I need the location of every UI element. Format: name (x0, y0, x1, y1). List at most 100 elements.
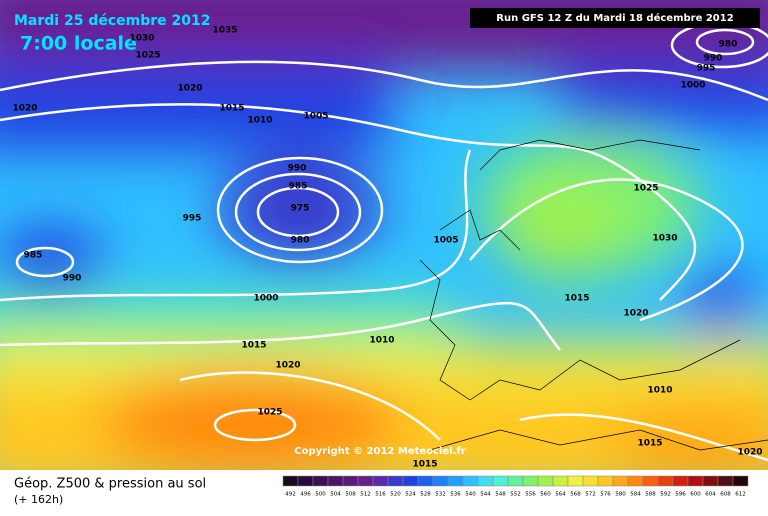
colorbar-swatch (312, 475, 329, 487)
colorbar-swatch (702, 475, 719, 487)
colorbar-label: 592 (660, 492, 671, 498)
colorbar-label: 504 (330, 492, 341, 498)
isobars (0, 21, 768, 462)
isobar-label: 1025 (257, 408, 282, 418)
copyright: Copyright © 2012 Meteociel.fr (294, 446, 465, 457)
colorbar-label: 560 (540, 492, 551, 498)
isobar-label: 980 (291, 236, 310, 246)
isobar-label: 1025 (633, 184, 658, 194)
colorbar-swatch (327, 475, 344, 487)
isobar-label: 1035 (212, 26, 237, 36)
colorbar-label: 500 (315, 492, 326, 498)
isobar-label: 980 (719, 40, 738, 50)
colorbar-label: 608 (720, 492, 731, 498)
isobar-label: 1015 (637, 439, 662, 449)
colorbar-swatch (567, 475, 584, 487)
run-box (470, 8, 760, 28)
colorbar-swatch (387, 475, 404, 487)
colorbar-swatch (462, 475, 479, 487)
colorbar-label: 496 (300, 492, 311, 498)
colorbar-swatch (537, 475, 554, 487)
colorbar-label: 568 (570, 492, 581, 498)
colorbar-label: 600 (690, 492, 701, 498)
colorbar-label: 584 (630, 492, 641, 498)
colorbar-swatch (612, 475, 629, 487)
isobar-label: 1000 (253, 294, 278, 304)
colorbar-swatch (447, 475, 464, 487)
colorbar-swatch (687, 475, 704, 487)
isobar-label: 985 (24, 251, 43, 261)
isobar-label: 975 (291, 204, 310, 214)
colorbar-label: 540 (465, 492, 476, 498)
isobar-label: 1020 (12, 104, 37, 114)
colorbar-swatch (597, 475, 614, 487)
colorbar-label: 580 (615, 492, 626, 498)
isobar-label: 1015 (219, 104, 244, 114)
colorbar-swatch (357, 475, 374, 487)
colorbar-swatch (582, 475, 599, 487)
colorbar-label: 508 (345, 492, 356, 498)
colorbar-swatch (732, 475, 749, 487)
colorbar-label: 532 (435, 492, 446, 498)
colorbar-label: 576 (600, 492, 611, 498)
colorbar-label: 548 (495, 492, 506, 498)
coastlines (419, 139, 768, 451)
isobar-label: 1030 (129, 34, 154, 44)
isobar-label: 1020 (623, 309, 648, 319)
isobar-label: 1005 (303, 112, 328, 122)
colorbar-swatch (417, 475, 434, 487)
colorbar-label: 556 (525, 492, 536, 498)
isobar-label: 1010 (247, 116, 272, 126)
isobar-label: 1015 (564, 294, 589, 304)
colorbar-label: 596 (675, 492, 686, 498)
isobar-label: 990 (288, 164, 307, 174)
isobar-label: 995 (697, 64, 716, 74)
colorbar-swatch (657, 475, 674, 487)
colorbar-swatch (432, 475, 449, 487)
isobar-label: 1020 (737, 448, 762, 458)
isobar-label: 990 (704, 54, 723, 64)
colorbar-swatch (642, 475, 659, 487)
colorbar-label: 520 (390, 492, 401, 498)
colorbar-swatch (507, 475, 524, 487)
isobar-label: 1030 (652, 234, 677, 244)
isobar-label: 1010 (369, 336, 394, 346)
colorbar-label: 516 (375, 492, 386, 498)
colorbar-label: 492 (285, 492, 296, 498)
isobar-label: 1020 (177, 84, 202, 94)
isobar-label: 985 (289, 182, 308, 192)
lead-time: (+ 162h) (14, 493, 63, 506)
colorbar-label: 524 (405, 492, 416, 498)
colorbar-swatch (627, 475, 644, 487)
colorbar-swatch (297, 475, 314, 487)
isobar-label: 1010 (647, 386, 672, 396)
colorbar-label: 572 (585, 492, 596, 498)
colorbar-swatch (522, 475, 539, 487)
colorbar-swatch (552, 475, 569, 487)
run-info: Run GFS 12 Z du Mardi 18 décembre 2012 (496, 12, 733, 24)
colorbar-swatch (492, 475, 509, 487)
isobar-label: 990 (63, 274, 82, 284)
colorbar-label: 552 (510, 492, 521, 498)
isobar-label: 1015 (412, 460, 437, 470)
colorbar-label: 564 (555, 492, 566, 498)
colorbar-swatch (477, 475, 494, 487)
date: Mardi 25 décembre 2012 (14, 13, 211, 29)
colorbar: 492 496 500 504 508 512 516 520 524 528 532 536 540 5… (282, 475, 749, 498)
isobar-label: 1015 (241, 341, 266, 351)
colorbar-swatch (402, 475, 419, 487)
colorbar-swatch (282, 475, 299, 487)
colorbar-label: 604 (705, 492, 716, 498)
footer-title: Géop. Z500 & pression au sol (14, 477, 206, 492)
colorbar-swatch (342, 475, 359, 487)
colorbar-label: 612 (735, 492, 746, 498)
colorbar-swatch (372, 475, 389, 487)
isobar-label: 1005 (433, 236, 458, 246)
colorbar-label: 528 (420, 492, 431, 498)
isobar-label: 1025 (135, 51, 160, 61)
isobar-label: 1020 (275, 361, 300, 371)
colorbar-label: 512 (360, 492, 371, 498)
